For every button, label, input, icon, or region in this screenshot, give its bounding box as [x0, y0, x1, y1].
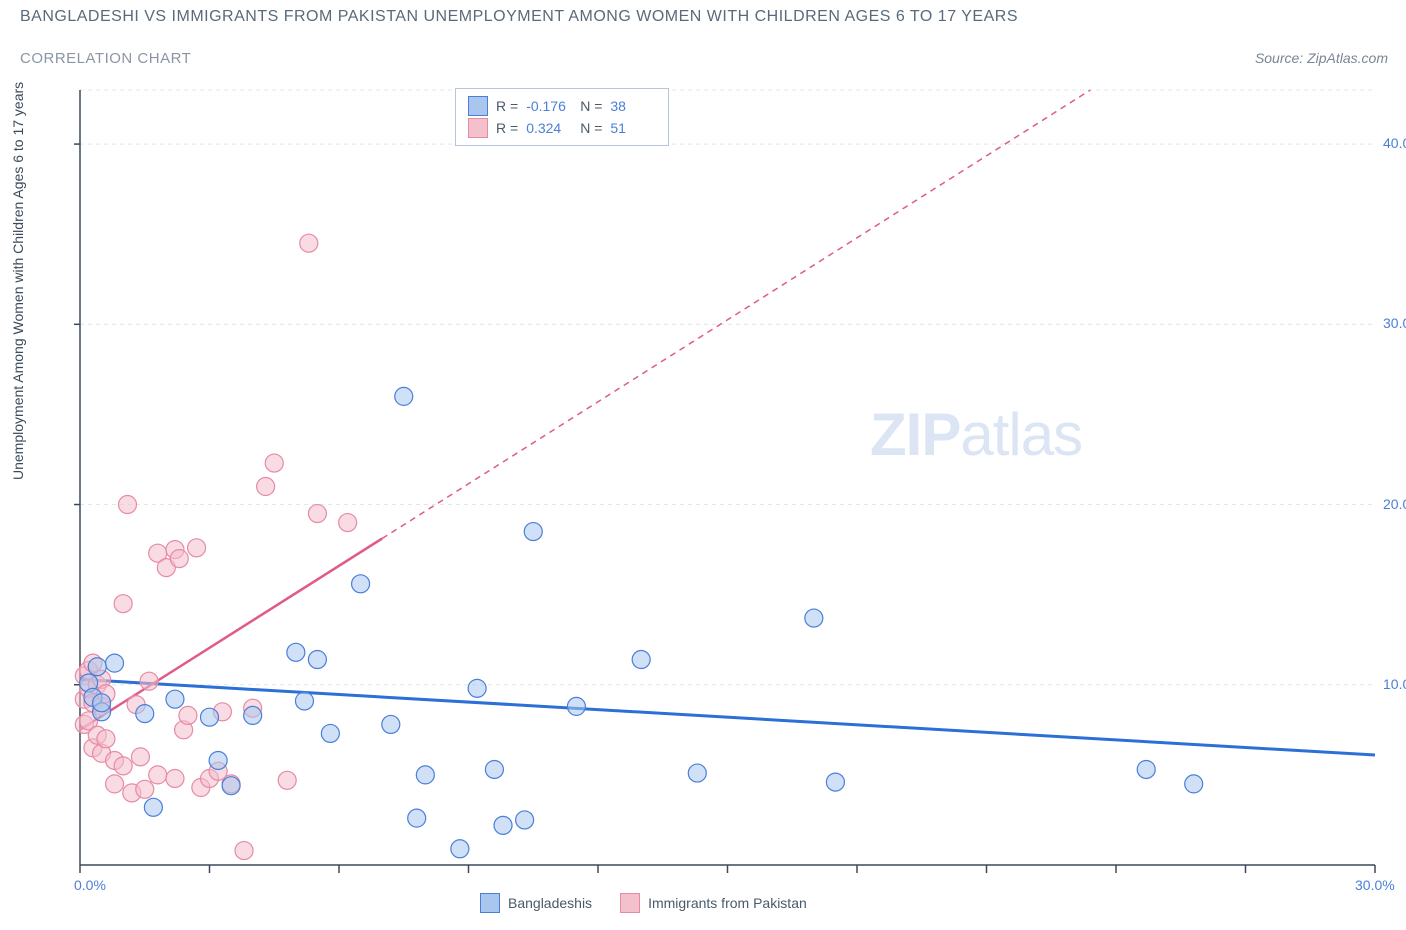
- n-label: N =: [580, 95, 602, 117]
- x-tick-label: 0.0%: [74, 877, 106, 893]
- stats-row-1: R = 0.324 N = 51: [468, 117, 656, 139]
- y-tick-label: 30.0%: [1383, 315, 1406, 331]
- n-value-0: 38: [610, 95, 656, 117]
- scatter-svg: [45, 85, 1390, 885]
- legend-label-1: Immigrants from Pakistan: [648, 895, 807, 911]
- r-value-1: 0.324: [526, 117, 572, 139]
- r-label: R =: [496, 95, 518, 117]
- source-label: Source: ZipAtlas.com: [1255, 50, 1388, 66]
- legend-item-1: Immigrants from Pakistan: [620, 893, 807, 913]
- y-axis-label: Unemployment Among Women with Children A…: [10, 82, 26, 480]
- stats-row-0: R = -0.176 N = 38: [468, 95, 656, 117]
- n-label: N =: [580, 117, 602, 139]
- r-label: R =: [496, 117, 518, 139]
- series-legend: Bangladeshis Immigrants from Pakistan: [480, 893, 807, 913]
- y-tick-label: 20.0%: [1383, 496, 1406, 512]
- y-tick-label: 10.0%: [1383, 676, 1406, 692]
- stats-legend: R = -0.176 N = 38 R = 0.324 N = 51: [455, 88, 669, 146]
- chart-title: BANGLADESHI VS IMMIGRANTS FROM PAKISTAN …: [20, 8, 1018, 26]
- legend-item-0: Bangladeshis: [480, 893, 592, 913]
- swatch-pakistan: [620, 893, 640, 913]
- r-value-0: -0.176: [526, 95, 572, 117]
- swatch-bangladeshis: [468, 96, 488, 116]
- y-tick-label: 40.0%: [1383, 135, 1406, 151]
- swatch-bangladeshis: [480, 893, 500, 913]
- n-value-1: 51: [610, 117, 656, 139]
- x-tick-label: 30.0%: [1355, 877, 1395, 893]
- chart-subtitle: CORRELATION CHART: [20, 50, 191, 67]
- swatch-pakistan: [468, 118, 488, 138]
- legend-label-0: Bangladeshis: [508, 895, 592, 911]
- plot-area: [45, 85, 1390, 885]
